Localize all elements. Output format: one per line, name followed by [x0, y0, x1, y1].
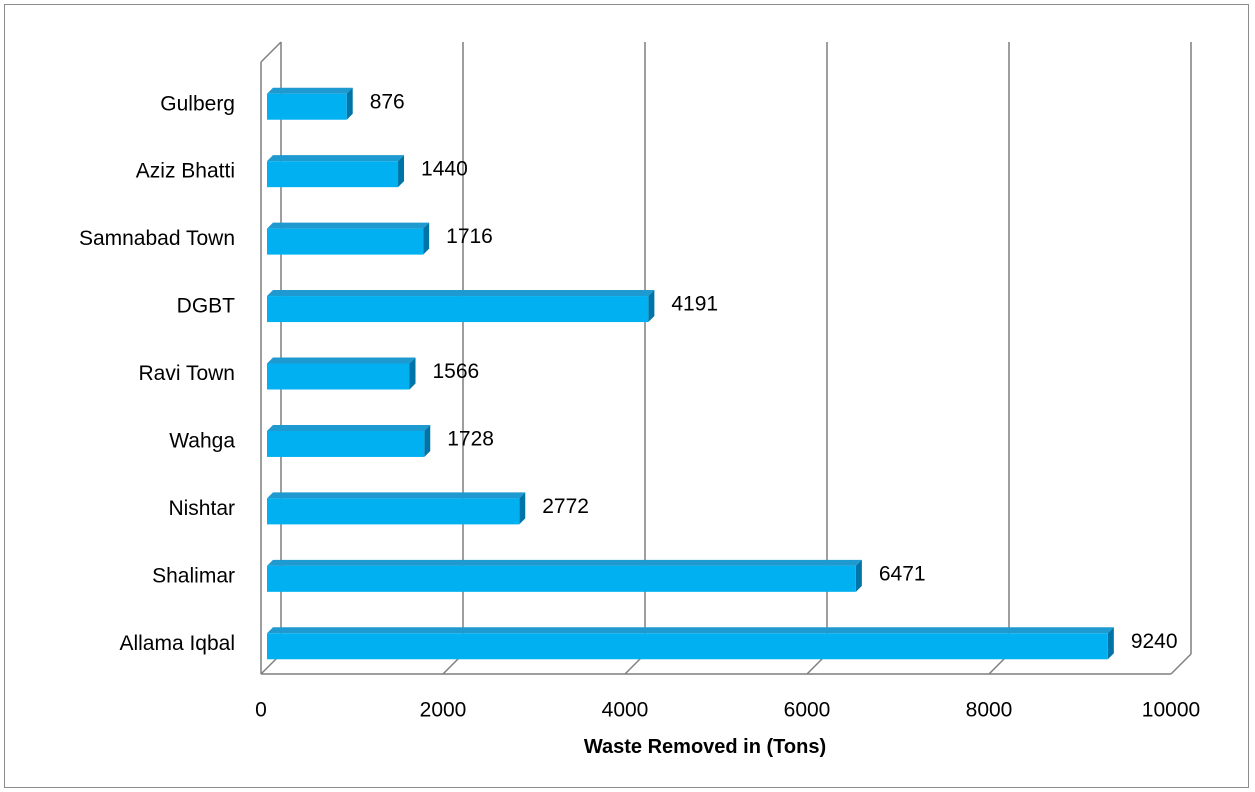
category-labels: Gulberg Aziz Bhatti Samnabad Town DGBT Ravi … [79, 92, 235, 655]
data-labels: 876 1440 1716 4191 1566 1728 2772 6471 9240 [370, 90, 1178, 653]
bar-top-2 [267, 222, 430, 229]
data-label-7: 6471 [879, 562, 926, 585]
bar-side-0 [346, 87, 353, 120]
category-label-4: Ravi Town [139, 362, 236, 385]
floor-line-10000 [1170, 653, 1192, 675]
bar-top-0 [267, 87, 353, 94]
data-label-8: 9240 [1131, 630, 1178, 653]
category-label-6: Nishtar [168, 497, 235, 520]
bar-top-7 [267, 559, 862, 566]
x-tick-label-10000: 10000 [1142, 699, 1200, 722]
bar-3 [267, 296, 649, 323]
bar-chart: Gulberg Aziz Bhatti Samnabad Town DGBT Ravi … [79, 41, 1200, 758]
category-label-2: Samnabad Town [79, 227, 235, 250]
x-tick-label-2000: 2000 [420, 699, 467, 722]
x-tick-labels: 0 2000 4000 6000 8000 10000 [255, 699, 1200, 722]
data-label-2: 1716 [446, 225, 493, 248]
bar-side-5 [424, 424, 431, 457]
bar-side-6 [519, 492, 526, 525]
bars [267, 87, 1114, 660]
x-tick-label-0: 0 [255, 699, 267, 722]
x-tick-label-6000: 6000 [784, 699, 831, 722]
category-label-1: Aziz Bhatti [136, 160, 235, 183]
data-label-6: 2772 [542, 495, 589, 518]
x-axis-title: Waste Removed in (Tons) [584, 736, 826, 758]
bar-5 [267, 430, 425, 457]
bar-side-4 [409, 357, 416, 390]
bar-top-8 [267, 627, 1114, 634]
category-label-8: Allama Iqbal [119, 632, 235, 655]
category-label-5: Wahga [169, 429, 235, 452]
x-tick-label-8000: 8000 [966, 699, 1013, 722]
bar-side-3 [648, 290, 655, 323]
bar-top-1 [267, 155, 405, 162]
bar-side-7 [855, 559, 862, 592]
category-label-3: DGBT [177, 295, 236, 318]
bar-1 [267, 161, 399, 188]
category-label-0: Gulberg [160, 92, 235, 115]
x-tick-label-4000: 4000 [602, 699, 649, 722]
data-label-1: 1440 [421, 158, 468, 181]
bar-side-8 [1107, 627, 1114, 660]
side-wall-top-edge [260, 41, 282, 63]
bar-top-6 [267, 492, 526, 499]
bar-side-2 [423, 222, 430, 255]
bar-top-5 [267, 424, 431, 431]
data-label-0: 876 [370, 90, 405, 113]
bar-side-1 [398, 155, 405, 188]
bar-6 [267, 498, 520, 525]
bar-4 [267, 363, 410, 390]
bar-2 [267, 228, 424, 255]
bar-top-4 [267, 357, 416, 364]
data-label-5: 1728 [447, 427, 494, 450]
bar-8 [267, 633, 1108, 660]
bar-7 [267, 565, 856, 592]
bar-top-3 [267, 290, 655, 297]
data-label-3: 4191 [671, 293, 718, 316]
chart-frame: Gulberg Aziz Bhatti Samnabad Town DGBT Ravi … [4, 4, 1249, 788]
data-label-4: 1566 [433, 360, 480, 383]
category-label-7: Shalimar [152, 564, 235, 587]
bar-0 [267, 93, 347, 120]
